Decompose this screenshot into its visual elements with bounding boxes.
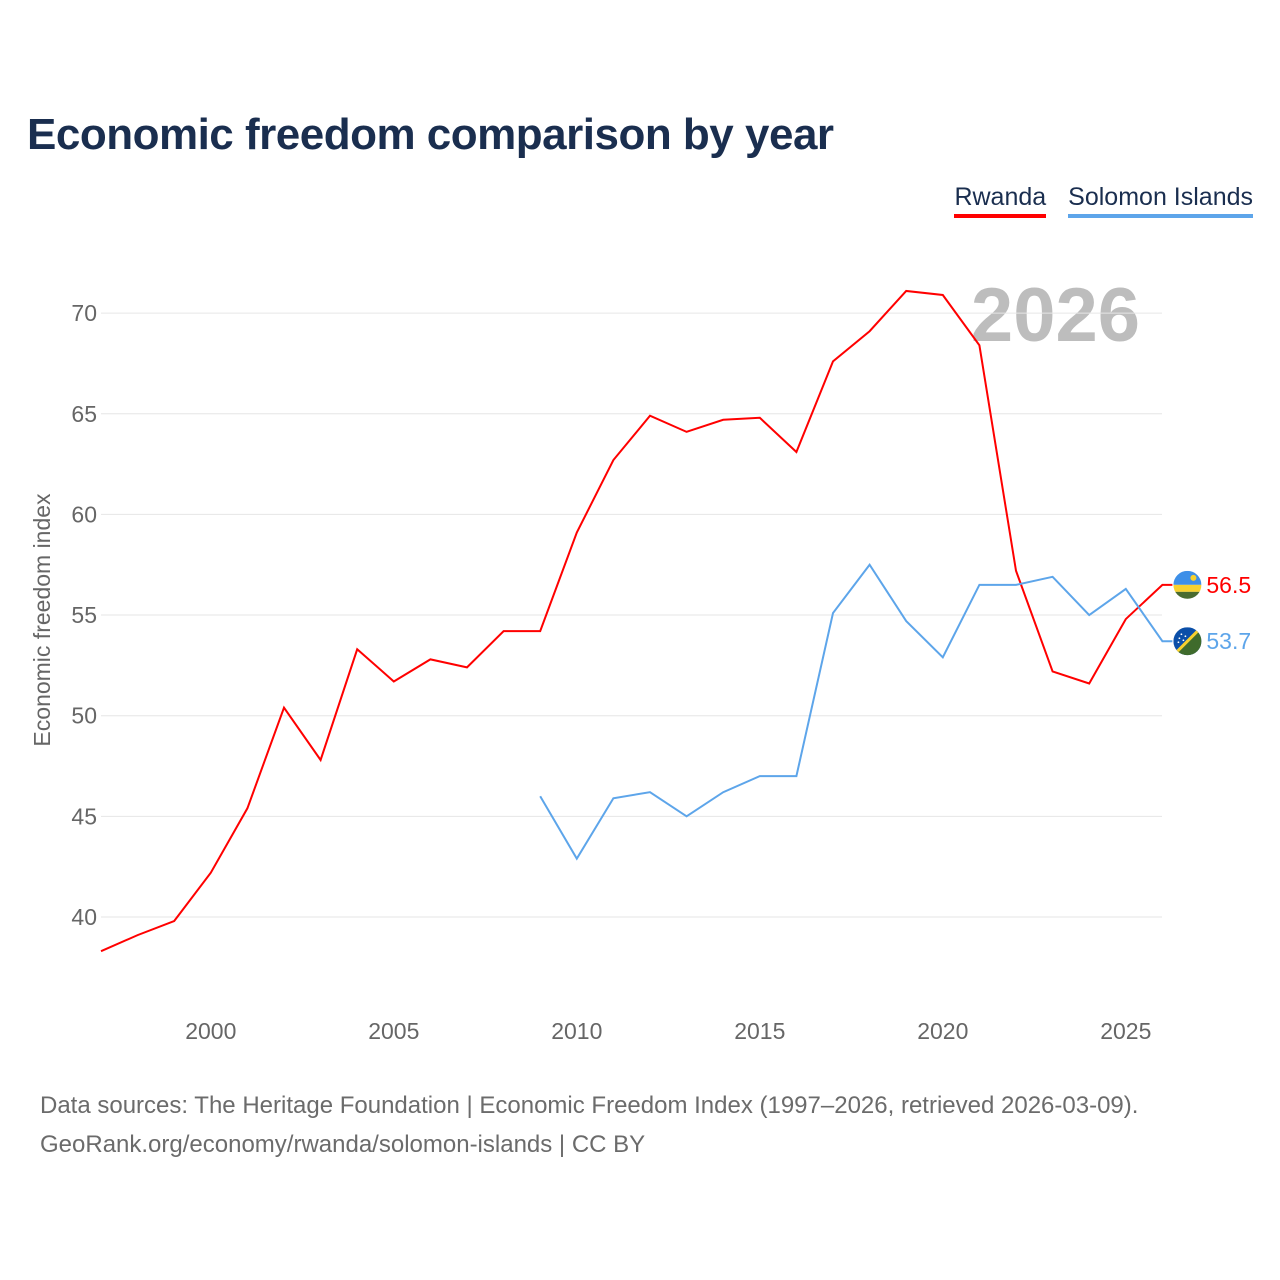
data-point[interactable] xyxy=(1123,616,1129,622)
data-point[interactable] xyxy=(610,795,616,801)
data-point[interactable] xyxy=(171,918,177,924)
data-point[interactable] xyxy=(647,789,653,795)
data-point[interactable] xyxy=(1123,586,1129,592)
data-point[interactable] xyxy=(574,856,580,862)
chart-title: Economic freedom comparison by year xyxy=(27,110,834,159)
data-point[interactable] xyxy=(1086,680,1092,686)
data-point[interactable] xyxy=(720,417,726,423)
data-point[interactable] xyxy=(1013,582,1019,588)
data-point[interactable] xyxy=(610,457,616,463)
year-watermark: 2026 xyxy=(971,273,1140,358)
data-point[interactable] xyxy=(281,705,287,711)
data-point[interactable] xyxy=(244,805,250,811)
data-point[interactable] xyxy=(684,429,690,435)
data-point[interactable] xyxy=(427,656,433,662)
data-point[interactable] xyxy=(903,288,909,294)
data-point[interactable] xyxy=(647,413,653,419)
y-tick-label: 55 xyxy=(71,602,97,628)
data-point[interactable] xyxy=(940,292,946,298)
data-point[interactable] xyxy=(720,789,726,795)
data-point[interactable] xyxy=(757,415,763,421)
data-source: Data sources: The Heritage Foundation | … xyxy=(40,1092,1139,1119)
data-point[interactable] xyxy=(98,948,104,954)
data-point[interactable] xyxy=(976,582,982,588)
data-point[interactable] xyxy=(940,654,946,660)
data-point[interactable] xyxy=(464,664,470,670)
y-tick-label: 50 xyxy=(71,703,97,729)
data-point[interactable] xyxy=(903,618,909,624)
data-point[interactable] xyxy=(793,449,799,455)
data-point[interactable] xyxy=(537,628,543,634)
data-point[interactable] xyxy=(793,773,799,779)
legend-rwanda[interactable]: Rwanda xyxy=(954,183,1047,218)
x-tick-label: 2000 xyxy=(185,1018,236,1044)
y-tick-label: 60 xyxy=(71,501,97,527)
data-point[interactable] xyxy=(976,342,982,348)
data-point[interactable] xyxy=(757,773,763,779)
data-point[interactable] xyxy=(684,813,690,819)
data-point[interactable] xyxy=(1159,582,1165,588)
data-point[interactable] xyxy=(135,932,141,938)
x-tick-label: 2015 xyxy=(734,1018,785,1044)
y-axis-label: Economic freedom index xyxy=(29,493,55,747)
y-tick-label: 45 xyxy=(71,803,97,829)
data-point[interactable] xyxy=(1086,612,1092,618)
data-point[interactable] xyxy=(391,678,397,684)
end-value-label: 56.5 xyxy=(1206,572,1251,598)
data-point[interactable] xyxy=(830,610,836,616)
data-point[interactable] xyxy=(1050,668,1056,674)
end-value-label: 53.7 xyxy=(1206,628,1251,654)
series-line-1 xyxy=(539,562,1173,861)
data-point[interactable] xyxy=(830,358,836,364)
y-tick-label: 70 xyxy=(71,300,97,326)
x-tick-label: 2005 xyxy=(368,1018,419,1044)
data-point[interactable] xyxy=(867,562,873,568)
footer: Data sources: The Heritage Foundation | … xyxy=(40,1086,1138,1164)
data-point[interactable] xyxy=(501,628,507,634)
data-point[interactable] xyxy=(208,870,214,876)
legend-solomon-islands[interactable]: Solomon Islands xyxy=(1068,183,1253,218)
x-tick-label: 2010 xyxy=(551,1018,602,1044)
data-point[interactable] xyxy=(537,793,543,799)
data-point[interactable] xyxy=(318,757,324,763)
x-tick-label: 2020 xyxy=(917,1018,968,1044)
source-link[interactable]: GeoRank.org/economy/rwanda/solomon-islan… xyxy=(40,1131,646,1158)
data-point[interactable] xyxy=(354,646,360,652)
y-tick-label: 65 xyxy=(71,401,97,427)
x-tick-label: 2025 xyxy=(1100,1018,1151,1044)
legend: Rwanda Solomon Islands xyxy=(954,183,1253,218)
solomon-islands-flag-icon xyxy=(1173,627,1202,656)
data-point[interactable] xyxy=(867,328,873,334)
rwanda-flag-icon xyxy=(1173,570,1202,599)
data-point[interactable] xyxy=(1013,568,1019,574)
data-point[interactable] xyxy=(1159,638,1165,644)
y-tick-label: 40 xyxy=(71,904,97,930)
data-point[interactable] xyxy=(574,530,580,536)
data-point[interactable] xyxy=(1050,574,1056,580)
series-line-0 xyxy=(100,289,1173,953)
